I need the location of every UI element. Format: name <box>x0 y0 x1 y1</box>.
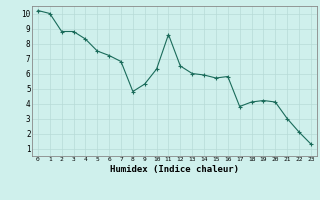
X-axis label: Humidex (Indice chaleur): Humidex (Indice chaleur) <box>110 165 239 174</box>
